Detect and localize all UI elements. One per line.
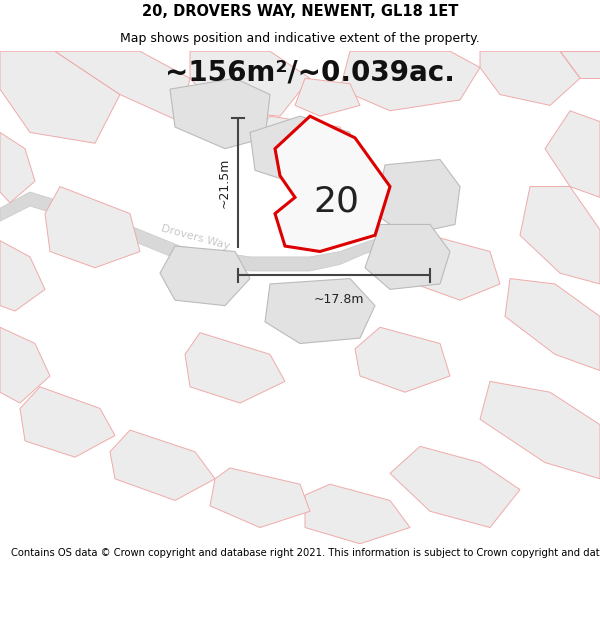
Polygon shape: [190, 51, 310, 116]
Polygon shape: [505, 279, 600, 371]
Polygon shape: [305, 484, 410, 544]
Polygon shape: [255, 116, 355, 176]
Polygon shape: [0, 241, 45, 311]
Polygon shape: [170, 78, 270, 149]
Polygon shape: [55, 51, 190, 122]
Polygon shape: [545, 111, 600, 198]
Polygon shape: [340, 51, 480, 111]
Text: ~21.5m: ~21.5m: [218, 158, 230, 209]
Polygon shape: [390, 446, 520, 528]
Text: 20, DROVERS WAY, NEWENT, GL18 1ET: 20, DROVERS WAY, NEWENT, GL18 1ET: [142, 4, 458, 19]
Polygon shape: [265, 279, 375, 344]
Text: Map shows position and indicative extent of the property.: Map shows position and indicative extent…: [120, 32, 480, 45]
Polygon shape: [210, 468, 310, 528]
Polygon shape: [560, 51, 600, 78]
Text: ~17.8m: ~17.8m: [314, 292, 364, 306]
Polygon shape: [405, 235, 500, 300]
Polygon shape: [0, 51, 120, 143]
Polygon shape: [355, 328, 450, 392]
Polygon shape: [45, 186, 140, 268]
Text: Contains OS data © Crown copyright and database right 2021. This information is : Contains OS data © Crown copyright and d…: [11, 548, 600, 558]
Polygon shape: [480, 51, 580, 106]
Polygon shape: [480, 381, 600, 479]
Text: ~156m²/~0.039ac.: ~156m²/~0.039ac.: [165, 59, 455, 87]
Polygon shape: [375, 159, 460, 235]
Polygon shape: [295, 78, 360, 116]
Polygon shape: [110, 430, 215, 501]
Polygon shape: [0, 192, 390, 271]
Text: 20: 20: [313, 185, 359, 219]
Polygon shape: [365, 224, 450, 289]
Polygon shape: [185, 332, 285, 403]
Polygon shape: [250, 116, 355, 186]
Polygon shape: [0, 132, 35, 202]
Polygon shape: [0, 328, 50, 403]
Polygon shape: [275, 116, 390, 251]
Polygon shape: [520, 186, 600, 284]
Polygon shape: [160, 246, 250, 306]
Text: Drovers Way: Drovers Way: [160, 224, 230, 251]
Polygon shape: [20, 387, 115, 457]
